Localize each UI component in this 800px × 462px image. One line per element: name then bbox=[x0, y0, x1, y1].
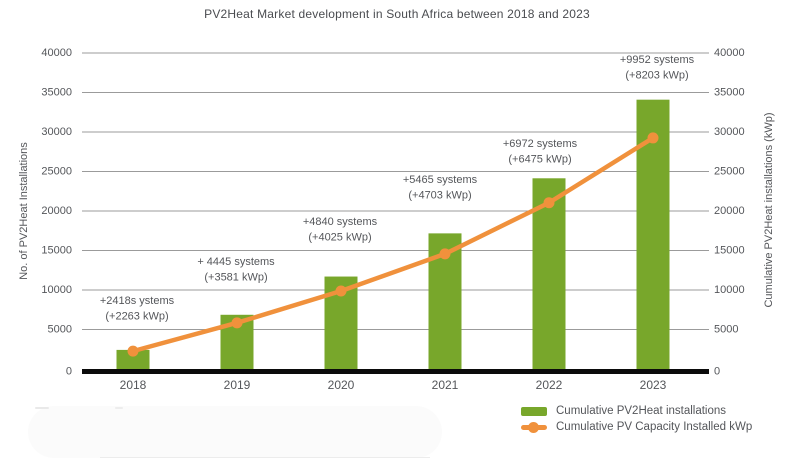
y-tick-left-35000: 35000 bbox=[41, 87, 72, 99]
y-tick-left-15000: 15000 bbox=[41, 245, 72, 257]
y-axis-label-right: Cumulative PV2Heat installations (kWp) bbox=[763, 112, 775, 307]
x-tick-2018: 2018 bbox=[120, 378, 147, 392]
y-tick-right-35000: 35000 bbox=[714, 87, 745, 99]
y-tick-right-30000: 30000 bbox=[714, 126, 745, 138]
x-axis-line bbox=[82, 369, 709, 374]
x-tick-2023: 2023 bbox=[640, 378, 667, 392]
y-tick-left-5000: 5000 bbox=[48, 324, 72, 336]
line-point-2023 bbox=[647, 132, 659, 144]
legend-label-capacity: Cumulative PV Capacity Installed kWp bbox=[556, 421, 753, 433]
legend-label-installations: Cumulative PV2Heat installations bbox=[556, 405, 727, 417]
bar-swatch-icon bbox=[521, 406, 547, 416]
line-point-2022 bbox=[543, 197, 555, 209]
x-tick-2022: 2022 bbox=[536, 378, 563, 392]
annotation-2022-systems: +6972 systems bbox=[503, 138, 578, 150]
annotation-2020-kwp: (+4025 kWp) bbox=[308, 232, 371, 244]
annotation-2019-kwp: (+3581 kWp) bbox=[204, 272, 267, 284]
y-tick-left-25000: 25000 bbox=[41, 166, 72, 178]
line-dot-swatch-icon bbox=[521, 421, 547, 433]
y-axis-label-left: No. of PV2Heat Installations bbox=[18, 142, 30, 280]
annotation-2018-systems: +2418s ystems bbox=[100, 295, 175, 307]
y-tick-right-25000: 25000 bbox=[714, 166, 745, 178]
annotation-2021-kwp: (+4703 kWp) bbox=[408, 190, 471, 202]
line-swatch-dot bbox=[528, 421, 539, 433]
annotation-2019-systems: + 4445 systems bbox=[197, 256, 275, 268]
line-point-2018 bbox=[127, 345, 139, 357]
y-tick-right-20000: 20000 bbox=[714, 205, 745, 217]
annotation-2020-systems: +4840 systems bbox=[303, 216, 378, 228]
y-tick-right-10000: 10000 bbox=[714, 284, 745, 296]
annotation-2018-kwp: (+2263 kWp) bbox=[105, 311, 168, 323]
legend: Cumulative PV2Heat installations Cumulat… bbox=[521, 404, 752, 434]
y-tick-left-20000: 20000 bbox=[41, 205, 72, 217]
legend-item-installations: Cumulative PV2Heat installations bbox=[521, 404, 752, 418]
x-tick-2019: 2019 bbox=[224, 378, 251, 392]
x-tick-2020: 2020 bbox=[328, 378, 355, 392]
y-tick-left-10000: 10000 bbox=[41, 284, 72, 296]
capacity-line bbox=[130, 135, 656, 354]
watermark-speck bbox=[115, 407, 123, 409]
y-tick-left-40000: 40000 bbox=[41, 47, 72, 59]
y-tick-right-40000: 40000 bbox=[714, 47, 745, 59]
line-point-2019 bbox=[231, 317, 243, 329]
y-tick-right-0: 0 bbox=[714, 366, 720, 378]
legend-item-capacity: Cumulative PV Capacity Installed kWp bbox=[521, 420, 752, 434]
chart-title: PV2Heat Market development in South Afri… bbox=[204, 7, 590, 21]
annotation-2022-kwp: (+6475 kWp) bbox=[508, 154, 571, 166]
watermark-speck bbox=[35, 407, 49, 409]
annotation-2023-systems: +9952 systems bbox=[620, 54, 695, 66]
watermark-blob bbox=[28, 406, 442, 458]
bar-2018 bbox=[116, 349, 150, 369]
watermark-edge bbox=[100, 457, 430, 458]
x-tick-2021: 2021 bbox=[432, 378, 459, 392]
line-point-2021 bbox=[439, 248, 451, 260]
annotation-2023-kwp: (+8203 kWp) bbox=[625, 70, 688, 82]
y-tick-right-15000: 15000 bbox=[714, 245, 745, 257]
y-tick-left-30000: 30000 bbox=[41, 126, 72, 138]
line-point-2020 bbox=[335, 285, 347, 297]
y-tick-left-0: 0 bbox=[66, 366, 72, 378]
y-tick-right-5000: 5000 bbox=[714, 324, 738, 336]
annotation-2021-systems: +5465 systems bbox=[403, 174, 478, 186]
